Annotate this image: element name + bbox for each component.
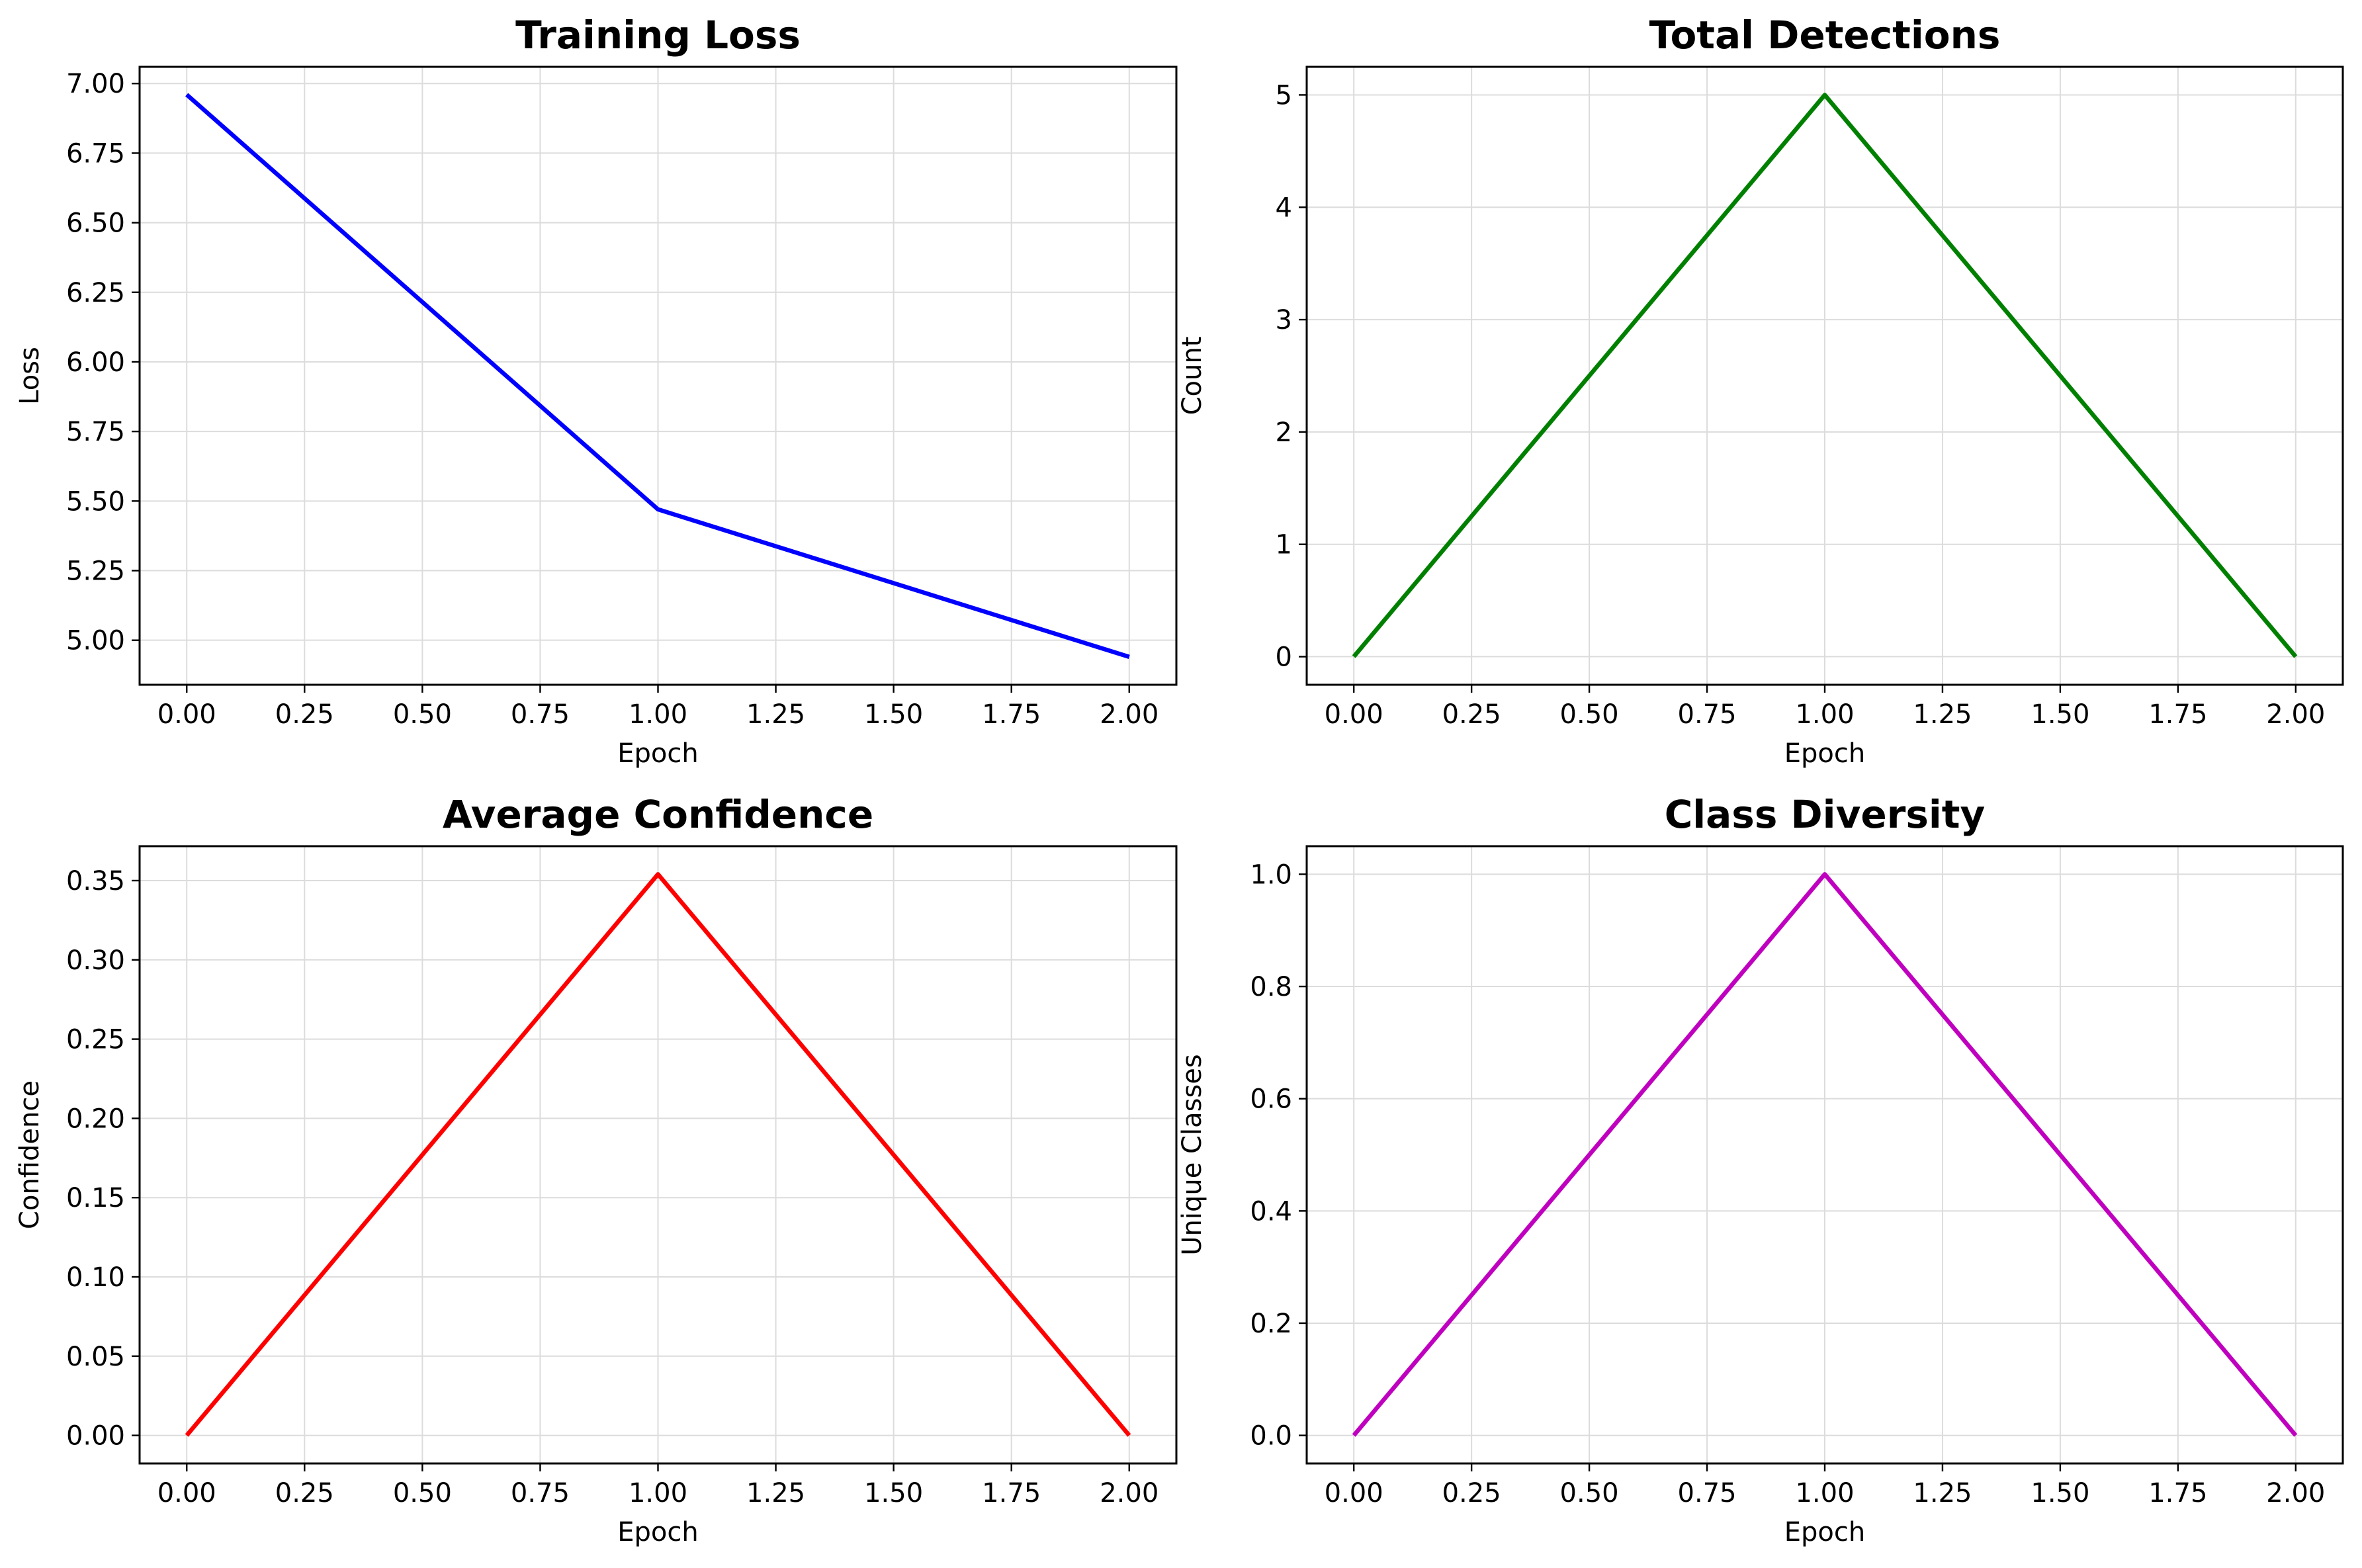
class-diversity-y-tick-label: 1.0: [1250, 859, 1292, 890]
average-confidence-x-tick-label: 1.25: [746, 1478, 805, 1508]
average-confidence-series-line: [185, 872, 1131, 1437]
total-detections-x-tick-label: 0.75: [1678, 699, 1737, 730]
training-loss-y-tick-label: 5.00: [66, 626, 125, 656]
average-confidence-title: Average Confidence: [443, 792, 873, 837]
class-diversity-y-tick-label: 0.0: [1250, 1421, 1292, 1452]
training-loss-x-tick-label: 2.00: [1100, 699, 1159, 730]
average-confidence-x-tick-label: 1.00: [629, 1478, 687, 1508]
training-loss-x-tick-label: 0.00: [157, 699, 216, 730]
total-detections-series-line: [1352, 93, 2298, 658]
average-confidence-x-axis-label: Epoch: [617, 1517, 698, 1547]
total-detections-y-tick-label: 2: [1276, 417, 1292, 448]
training-loss-y-tick-label: 5.25: [66, 556, 125, 587]
average-confidence-y-tick-label: 0.05: [66, 1342, 125, 1372]
average-confidence-y-tick-label: 0.15: [66, 1183, 125, 1213]
training-loss-x-tick-label: 0.50: [393, 699, 452, 730]
training-loss-x-axis-label: Epoch: [617, 738, 698, 769]
training-loss-y-tick-label: 7.00: [66, 69, 125, 99]
class-diversity-y-tick-label: 0.6: [1250, 1084, 1292, 1115]
training-loss-series-line: [185, 93, 1130, 660]
average-confidence-y-tick-label: 0.30: [66, 945, 125, 976]
class-diversity-x-tick-label: 1.75: [2148, 1478, 2207, 1508]
training-loss-y-tick-label: 6.50: [66, 208, 125, 239]
total-detections-x-tick-label: 1.50: [2031, 699, 2089, 730]
average-confidence-panel: 0.00 0.25 0.50 0.75 1.00 1.25 1.50 1.75 2.00 0.00…: [15, 792, 1178, 1547]
total-detections-title: Total Detections: [1649, 13, 2001, 58]
training-loss-y-tick-label: 5.50: [66, 486, 125, 517]
class-diversity-x-tick-label: 1.00: [1795, 1478, 1854, 1508]
total-detections-y-axis-label: Count: [1177, 337, 1207, 415]
class-diversity-x-tick-label: 2.00: [2266, 1478, 2325, 1508]
average-confidence-x-tick-label: 1.75: [982, 1478, 1041, 1508]
class-diversity-x-tick-label: 0.00: [1325, 1478, 1383, 1508]
average-confidence-y-axis-label: Confidence: [15, 1080, 45, 1229]
average-confidence-x-tick-label: 0.50: [393, 1478, 452, 1508]
training-loss-y-tick-label: 6.00: [66, 347, 125, 378]
total-detections-x-tick-label: 0.25: [1442, 699, 1501, 730]
class-diversity-panel: 0.00 0.25 0.50 0.75 1.00 1.25 1.50 1.75 2.00 0.0 0…: [1177, 792, 2344, 1547]
class-diversity-x-axis-label: Epoch: [1784, 1517, 1865, 1547]
average-confidence-x-tick-label: 0.25: [275, 1478, 334, 1508]
training-loss-x-tick-label: 1.75: [982, 699, 1041, 730]
class-diversity-x-tick-label: 0.50: [1560, 1478, 1619, 1508]
training-loss-y-axis-label: Loss: [15, 347, 45, 405]
class-diversity-x-tick-label: 0.75: [1678, 1478, 1737, 1508]
training-loss-x-tick-label: 0.25: [275, 699, 334, 730]
training-loss-x-tick-label: 1.00: [629, 699, 687, 730]
total-detections-panel: 0.00 0.25 0.50 0.75 1.00 1.25 1.50 1.75 2.00 0 1 2 3…: [1177, 13, 2344, 769]
total-detections-x-tick-label: 2.00: [2266, 699, 2325, 730]
class-diversity-x-tick-label: 0.25: [1442, 1478, 1501, 1508]
class-diversity-y-tick-label: 0.8: [1250, 972, 1292, 1002]
total-detections-x-tick-label: 1.75: [2148, 699, 2207, 730]
training-loss-x-tick-label: 0.75: [511, 699, 570, 730]
total-detections-y-tick-label: 3: [1276, 305, 1292, 335]
class-diversity-y-axis-label: Unique Classes: [1177, 1054, 1207, 1256]
total-detections-y-tick-label: 1: [1276, 530, 1292, 560]
class-diversity-y-tick-label: 0.4: [1250, 1196, 1292, 1227]
training-loss-title: Training Loss: [515, 13, 801, 58]
total-detections-x-tick-label: 1.25: [1913, 699, 1972, 730]
training-loss-panel: 0.00 0.25 0.50 0.75 1.00 1.25 1.50 1.75 2.00 5.00…: [15, 13, 1178, 769]
total-detections-y-tick-label: 4: [1276, 193, 1292, 223]
average-confidence-x-tick-label: 1.50: [864, 1478, 923, 1508]
average-confidence-x-tick-label: 0.00: [157, 1478, 216, 1508]
total-detections-x-axis-label: Epoch: [1784, 738, 1865, 769]
average-confidence-x-tick-label: 2.00: [1100, 1478, 1159, 1508]
average-confidence-x-tick-label: 0.75: [511, 1478, 570, 1508]
total-detections-x-tick-label: 0.00: [1325, 699, 1383, 730]
class-diversity-y-tick-label: 0.2: [1250, 1309, 1292, 1339]
average-confidence-y-tick-label: 0.25: [66, 1025, 125, 1055]
total-detections-x-tick-label: 0.50: [1560, 699, 1619, 730]
class-diversity-series-line: [1352, 872, 2298, 1437]
training-loss-y-tick-label: 5.75: [66, 417, 125, 447]
total-detections-y-tick-label: 5: [1276, 80, 1292, 110]
class-diversity-title: Class Diversity: [1665, 792, 1986, 837]
training-loss-x-tick-label: 1.50: [864, 699, 923, 730]
average-confidence-y-tick-label: 0.10: [66, 1262, 125, 1293]
class-diversity-x-tick-label: 1.25: [1913, 1478, 1972, 1508]
class-diversity-x-tick-label: 1.50: [2031, 1478, 2089, 1508]
training-loss-y-tick-label: 6.75: [66, 138, 125, 169]
total-detections-y-tick-label: 0: [1276, 642, 1292, 673]
average-confidence-y-tick-label: 0.00: [66, 1421, 125, 1452]
total-detections-x-tick-label: 1.00: [1795, 699, 1854, 730]
average-confidence-y-tick-label: 0.35: [66, 866, 125, 896]
average-confidence-y-tick-label: 0.20: [66, 1104, 125, 1134]
training-loss-x-tick-label: 1.25: [746, 699, 805, 730]
training-loss-y-tick-label: 6.25: [66, 278, 125, 308]
